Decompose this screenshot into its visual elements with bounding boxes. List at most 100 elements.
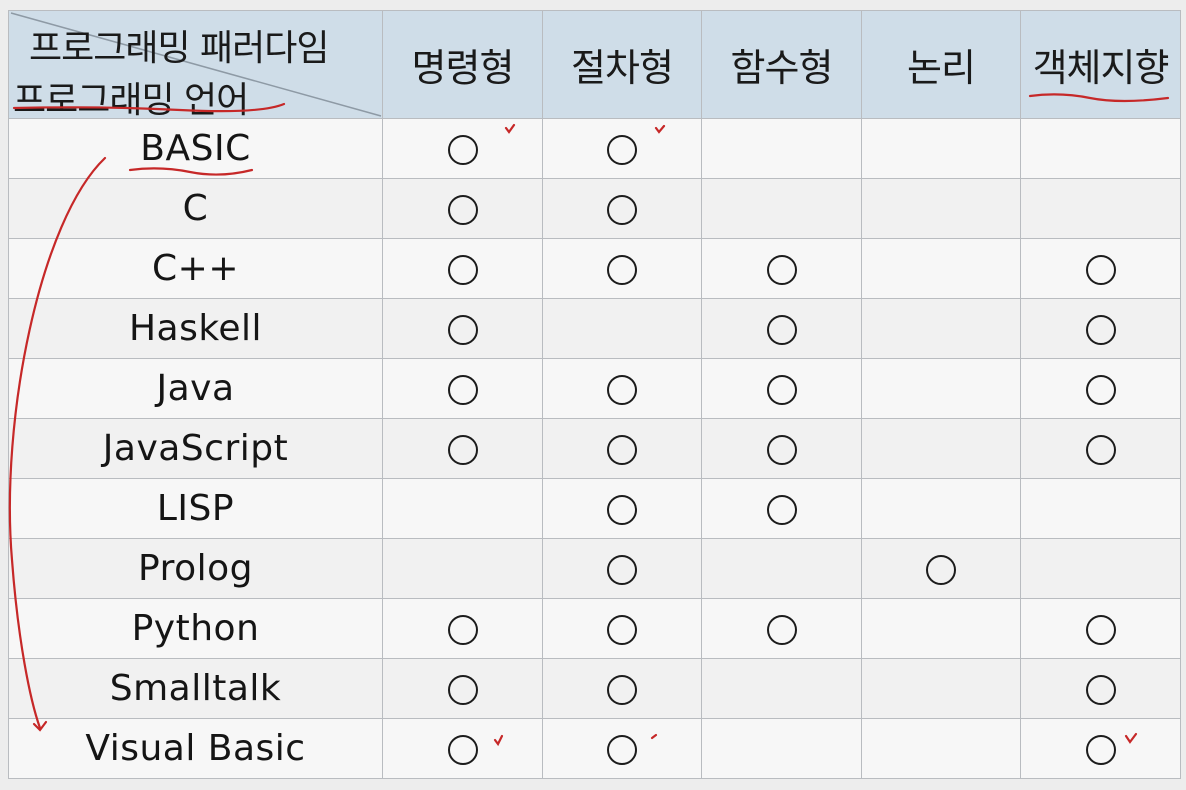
language-name: Smalltalk bbox=[8, 658, 383, 719]
circle-mark-icon bbox=[766, 435, 797, 465]
cell-logic bbox=[861, 238, 1021, 299]
cell-logic bbox=[861, 598, 1021, 659]
language-name: BASIC bbox=[8, 118, 383, 179]
cell-object-oriented bbox=[1020, 478, 1181, 539]
circle-mark-icon bbox=[607, 615, 637, 645]
circle-mark-icon bbox=[607, 255, 637, 285]
language-name: Visual Basic bbox=[8, 718, 383, 779]
table-row: JavaScript bbox=[8, 418, 1181, 479]
cell-logic bbox=[861, 418, 1021, 479]
cell-imperative bbox=[382, 538, 543, 599]
circle-mark-icon bbox=[766, 255, 797, 285]
cell-logic bbox=[861, 298, 1021, 359]
column-header-logic: 논리 bbox=[861, 10, 1021, 119]
cell-functional bbox=[701, 718, 862, 779]
circle-mark-icon bbox=[447, 315, 478, 345]
cell-functional bbox=[701, 418, 862, 479]
cell-logic bbox=[861, 658, 1021, 719]
cell-functional bbox=[701, 178, 862, 239]
circle-mark-icon bbox=[1085, 435, 1116, 465]
column-header-object-oriented: 객체지향 bbox=[1020, 10, 1181, 119]
cell-object-oriented bbox=[1020, 598, 1181, 659]
circle-mark-icon bbox=[1085, 315, 1116, 345]
cell-functional bbox=[701, 478, 862, 539]
circle-mark-icon bbox=[607, 435, 637, 465]
circle-mark-icon bbox=[447, 675, 478, 705]
cell-imperative bbox=[382, 718, 543, 779]
column-header-functional: 함수형 bbox=[701, 10, 862, 119]
table-row: BASIC bbox=[8, 118, 1181, 179]
language-name: Python bbox=[8, 598, 383, 659]
circle-mark-icon bbox=[766, 615, 797, 645]
table-row: LISP bbox=[8, 478, 1181, 539]
cell-object-oriented bbox=[1020, 358, 1181, 419]
corner-language-label: 프로그래밍 언어 bbox=[13, 80, 249, 121]
table-row: Prolog bbox=[8, 538, 1181, 599]
cell-object-oriented bbox=[1020, 238, 1181, 299]
circle-mark-icon bbox=[607, 195, 637, 225]
table-row: Java bbox=[8, 358, 1181, 419]
cell-procedural bbox=[542, 178, 702, 239]
paradigm-table: 프로그래밍 패러다임 프로그래밍 언어 명령형 절차형 함수형 논리 객체지향 … bbox=[8, 10, 1181, 779]
cell-procedural bbox=[542, 238, 702, 299]
cell-procedural bbox=[542, 478, 702, 539]
circle-mark-icon bbox=[607, 675, 637, 705]
cell-imperative bbox=[382, 598, 543, 659]
cell-object-oriented bbox=[1020, 298, 1181, 359]
circle-mark-icon bbox=[766, 315, 797, 345]
cell-imperative bbox=[382, 298, 543, 359]
cell-functional bbox=[701, 358, 862, 419]
table-row: Python bbox=[8, 598, 1181, 659]
language-name: C++ bbox=[8, 238, 383, 299]
cell-logic bbox=[861, 178, 1021, 239]
corner-header: 프로그래밍 패러다임 프로그래밍 언어 bbox=[8, 10, 383, 121]
cell-object-oriented bbox=[1020, 118, 1181, 179]
cell-logic bbox=[861, 118, 1021, 179]
circle-mark-icon bbox=[607, 135, 637, 165]
table-row: Haskell bbox=[8, 298, 1181, 359]
diagonal-divider bbox=[10, 12, 382, 117]
cell-imperative bbox=[382, 238, 543, 299]
cell-object-oriented bbox=[1020, 538, 1181, 599]
cell-imperative bbox=[382, 118, 543, 179]
language-name: JavaScript bbox=[8, 418, 383, 479]
cell-logic bbox=[861, 538, 1021, 599]
circle-mark-icon bbox=[447, 375, 478, 405]
cell-logic bbox=[861, 478, 1021, 539]
cell-logic bbox=[861, 718, 1021, 779]
cell-functional bbox=[701, 658, 862, 719]
table-row: C bbox=[8, 178, 1181, 239]
cell-procedural bbox=[542, 418, 702, 479]
circle-mark-icon bbox=[607, 735, 637, 765]
circle-mark-icon bbox=[607, 375, 637, 405]
circle-mark-icon bbox=[447, 735, 478, 765]
cell-logic bbox=[861, 358, 1021, 419]
corner-paradigm-label: 프로그래밍 패러다임 bbox=[29, 28, 330, 69]
circle-mark-icon bbox=[766, 375, 797, 405]
cell-procedural bbox=[542, 598, 702, 659]
circle-mark-icon bbox=[447, 195, 478, 225]
cell-procedural bbox=[542, 718, 702, 779]
cell-imperative bbox=[382, 418, 543, 479]
circle-mark-icon bbox=[926, 555, 956, 585]
cell-functional bbox=[701, 118, 862, 179]
circle-mark-icon bbox=[1085, 735, 1116, 765]
table-row: C++ bbox=[8, 238, 1181, 299]
circle-mark-icon bbox=[447, 435, 478, 465]
cell-procedural bbox=[542, 298, 702, 359]
cell-procedural bbox=[542, 538, 702, 599]
column-header-procedural: 절차형 bbox=[542, 10, 702, 119]
cell-imperative bbox=[382, 178, 543, 239]
cell-object-oriented bbox=[1020, 718, 1181, 779]
circle-mark-icon bbox=[1085, 615, 1116, 645]
cell-imperative bbox=[382, 478, 543, 539]
cell-object-oriented bbox=[1020, 658, 1181, 719]
cell-imperative bbox=[382, 658, 543, 719]
cell-imperative bbox=[382, 358, 543, 419]
language-name: Prolog bbox=[8, 538, 383, 599]
language-name: Haskell bbox=[8, 298, 383, 359]
table-row: Visual Basic bbox=[8, 718, 1181, 779]
circle-mark-icon bbox=[447, 615, 478, 645]
language-name: LISP bbox=[8, 478, 383, 539]
